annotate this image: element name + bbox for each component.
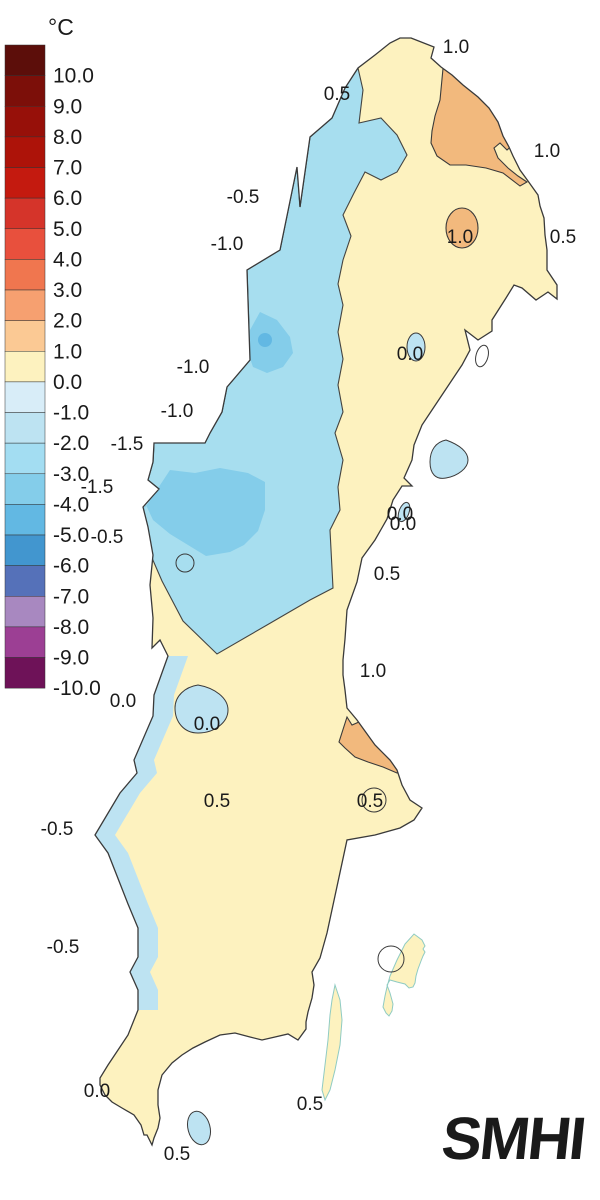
svg-text:-9.0: -9.0: [53, 647, 89, 670]
svg-text:0.0: 0.0: [53, 371, 82, 394]
svg-text:-2.0: -2.0: [53, 432, 89, 455]
svg-text:-0.5: -0.5: [91, 527, 124, 548]
svg-text:8.0: 8.0: [53, 126, 82, 149]
svg-text:°C: °C: [48, 14, 74, 40]
svg-text:0.5: 0.5: [204, 791, 230, 812]
svg-text:1.0: 1.0: [360, 661, 386, 682]
svg-text:0.0: 0.0: [397, 344, 423, 365]
svg-text:9.0: 9.0: [53, 95, 82, 118]
svg-text:-1.0: -1.0: [53, 402, 89, 425]
svg-text:-0.5: -0.5: [227, 187, 260, 208]
svg-text:1.0: 1.0: [447, 227, 473, 248]
svg-text:-0.5: -0.5: [41, 819, 74, 840]
svg-text:2.0: 2.0: [53, 310, 82, 333]
svg-text:0.0: 0.0: [390, 514, 416, 535]
svg-text:SMHI: SMHI: [439, 1105, 588, 1172]
svg-text:10.0: 10.0: [53, 65, 94, 88]
svg-text:0.5: 0.5: [550, 227, 576, 248]
svg-text:0.5: 0.5: [357, 791, 383, 812]
svg-text:7.0: 7.0: [53, 157, 82, 180]
svg-text:0.0: 0.0: [110, 691, 136, 712]
svg-text:-8.0: -8.0: [53, 616, 89, 639]
svg-text:6.0: 6.0: [53, 187, 82, 210]
svg-text:-1.0: -1.0: [177, 357, 210, 378]
svg-text:-0.5: -0.5: [47, 937, 80, 958]
svg-text:0.5: 0.5: [297, 1094, 323, 1115]
svg-text:-6.0: -6.0: [53, 555, 89, 578]
svg-text:-10.0: -10.0: [53, 677, 101, 700]
svg-text:-3.0: -3.0: [53, 463, 89, 486]
svg-text:1.0: 1.0: [534, 141, 560, 162]
svg-text:0.0: 0.0: [194, 714, 220, 735]
svg-text:1.0: 1.0: [443, 37, 469, 58]
svg-text:-7.0: -7.0: [53, 585, 89, 608]
svg-text:-1.0: -1.0: [211, 234, 244, 255]
svg-text:4.0: 4.0: [53, 248, 82, 271]
svg-text:5.0: 5.0: [53, 218, 82, 241]
svg-text:0.0: 0.0: [84, 1081, 110, 1102]
svg-text:3.0: 3.0: [53, 279, 82, 302]
svg-text:0.5: 0.5: [164, 1144, 190, 1165]
svg-text:-4.0: -4.0: [53, 493, 89, 516]
svg-text:-1.5: -1.5: [111, 434, 144, 455]
svg-text:-5.0: -5.0: [53, 524, 89, 547]
svg-text:-1.0: -1.0: [161, 401, 194, 422]
svg-text:0.5: 0.5: [324, 84, 350, 105]
svg-text:1.0: 1.0: [53, 340, 82, 363]
svg-text:0.5: 0.5: [374, 564, 400, 585]
